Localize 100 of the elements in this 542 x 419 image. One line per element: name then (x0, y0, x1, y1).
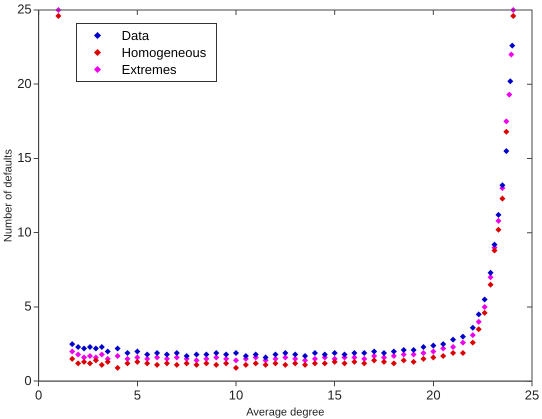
point (322, 352, 328, 358)
x-tick-label: 10 (228, 388, 244, 403)
point (184, 360, 190, 366)
point (488, 270, 494, 276)
y-tick-label: 15 (17, 150, 32, 166)
legend-label: Data (122, 27, 150, 44)
point (381, 359, 387, 365)
point (99, 352, 105, 358)
point (213, 362, 220, 368)
point (470, 340, 476, 346)
point (292, 352, 298, 358)
point (272, 360, 278, 366)
point (332, 359, 338, 365)
point (114, 353, 120, 359)
point (352, 354, 358, 360)
y-tick-label: 10 (17, 224, 32, 240)
point (114, 365, 120, 371)
point (332, 350, 338, 356)
point (252, 360, 259, 366)
point (99, 344, 105, 350)
point (410, 359, 416, 365)
point (352, 359, 358, 365)
point (134, 359, 140, 365)
x-tick-label: 0 (35, 388, 42, 403)
y-axis-title: Number of defaults (2, 148, 15, 242)
point (312, 350, 318, 356)
point (509, 42, 516, 48)
point (440, 353, 446, 359)
point (134, 348, 140, 354)
point (312, 360, 318, 366)
legend-label: Extremes (122, 61, 177, 78)
point (371, 353, 377, 359)
point (400, 352, 407, 358)
point (482, 296, 488, 302)
point (292, 356, 298, 362)
point (252, 352, 259, 358)
point (194, 362, 200, 368)
point (504, 148, 510, 154)
point (381, 354, 387, 360)
x-tick-label: 20 (426, 388, 441, 403)
point (262, 362, 268, 368)
point (81, 359, 87, 365)
point (174, 350, 180, 356)
point (470, 324, 476, 331)
point (410, 347, 416, 353)
point (223, 360, 229, 366)
point (488, 282, 494, 288)
point (282, 362, 288, 368)
point (243, 362, 249, 368)
point (476, 312, 482, 318)
point (144, 360, 150, 366)
point (233, 358, 239, 364)
point (174, 354, 180, 360)
y-tick-label: 0 (24, 372, 32, 388)
point (124, 360, 130, 366)
point (272, 356, 278, 362)
point (164, 360, 170, 366)
point (371, 358, 377, 364)
point (99, 362, 105, 368)
point (213, 350, 220, 356)
point (420, 356, 426, 362)
point (504, 118, 510, 124)
point (56, 13, 62, 19)
point (302, 362, 308, 368)
point (124, 356, 130, 362)
point (391, 348, 397, 354)
point (154, 354, 160, 360)
point (69, 356, 76, 362)
point (233, 350, 239, 356)
point (361, 356, 368, 362)
point (302, 358, 308, 364)
point (75, 360, 81, 366)
point (81, 346, 87, 352)
x-tick-label: 15 (327, 388, 342, 403)
point (204, 360, 210, 366)
point (430, 354, 436, 360)
point (87, 353, 93, 359)
point (282, 354, 288, 360)
point (69, 341, 76, 347)
x-tick-label: 25 (524, 388, 540, 403)
point (272, 352, 278, 358)
legend-label: Homogeneous (122, 44, 206, 61)
point (144, 352, 150, 358)
point (460, 334, 466, 340)
point (104, 359, 111, 365)
point (213, 354, 220, 360)
point (87, 360, 93, 366)
point (352, 350, 358, 356)
point (500, 182, 506, 188)
point (400, 358, 407, 364)
point (144, 356, 150, 362)
point (302, 353, 308, 359)
x-tick-label: 5 (134, 388, 141, 403)
point (322, 360, 328, 366)
point (282, 350, 288, 356)
point (361, 350, 368, 356)
point (93, 358, 99, 364)
point (507, 78, 514, 84)
point (204, 352, 210, 358)
point (496, 212, 502, 218)
